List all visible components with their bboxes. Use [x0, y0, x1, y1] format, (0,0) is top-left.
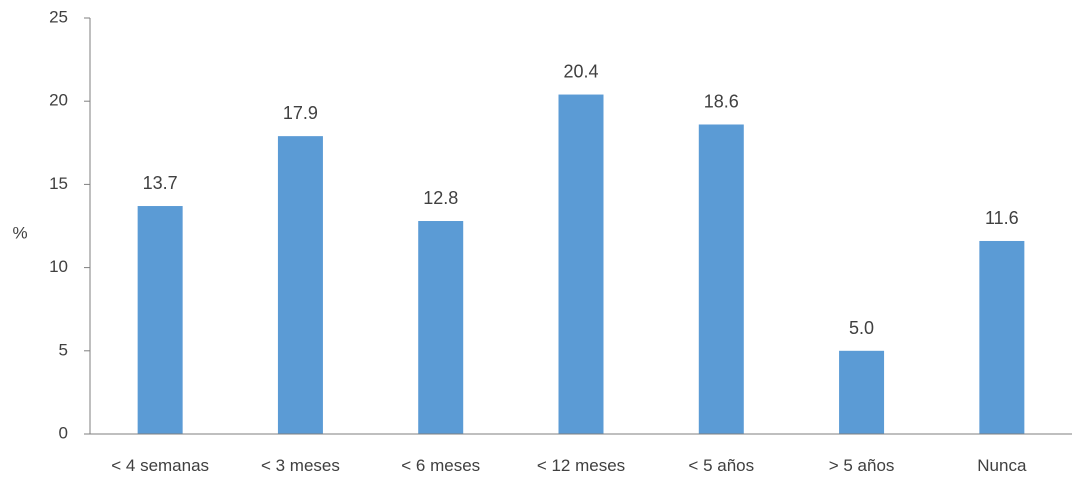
- bar: [698, 124, 744, 434]
- data-label: 18.6: [704, 91, 739, 111]
- data-label: 11.6: [985, 208, 1019, 228]
- category-label: < 12 meses: [537, 456, 625, 475]
- y-tick-label: 5: [59, 340, 68, 359]
- data-label: 13.7: [143, 173, 178, 193]
- y-tick-label: 0: [59, 423, 68, 442]
- y-tick-label: 10: [49, 257, 68, 276]
- data-label: 20.4: [563, 62, 598, 82]
- data-label: 17.9: [283, 103, 318, 123]
- y-axis-title: %: [12, 223, 27, 242]
- data-labels: 13.7 17.9 12.8 20.4 18.6 5.0 11.6: [143, 62, 1019, 338]
- category-label: Nunca: [977, 456, 1027, 475]
- bars: [137, 94, 1025, 435]
- bar: [839, 350, 885, 434]
- category-label: < 3 meses: [261, 456, 340, 475]
- y-tick-label: 25: [49, 7, 68, 26]
- bar: [137, 206, 183, 434]
- category-label: > 5 años: [829, 456, 895, 475]
- category-label: < 5 años: [688, 456, 754, 475]
- category-label: < 4 semanas: [111, 456, 209, 475]
- y-tick-label: 15: [49, 174, 68, 193]
- y-axis-ticks: 0 5 10 15 20 25: [49, 7, 90, 442]
- bar: [418, 221, 464, 434]
- data-label: 5.0: [849, 318, 874, 338]
- category-labels: < 4 semanas < 3 meses < 6 meses < 12 meses <…: [111, 456, 1027, 475]
- bar: [979, 240, 1025, 434]
- data-label: 12.8: [423, 188, 458, 208]
- category-label: < 6 meses: [401, 456, 480, 475]
- bar: [558, 94, 604, 434]
- bar: [277, 136, 323, 435]
- y-tick-label: 20: [49, 91, 68, 110]
- axes: [89, 18, 1072, 435]
